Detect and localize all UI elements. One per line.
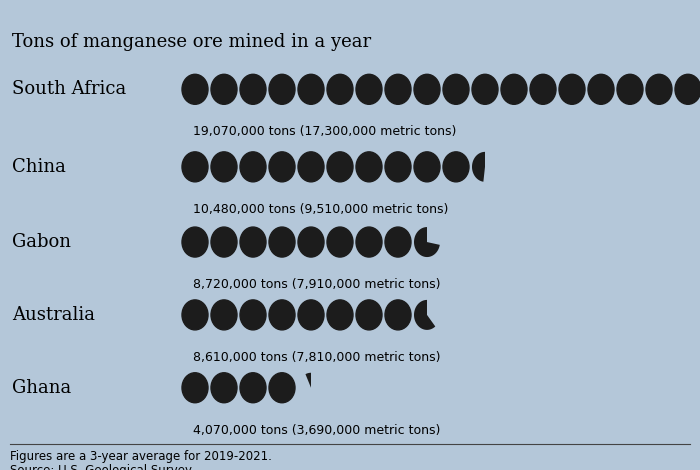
Ellipse shape	[356, 300, 382, 330]
Ellipse shape	[240, 152, 266, 182]
Ellipse shape	[298, 74, 324, 104]
Ellipse shape	[211, 373, 237, 403]
Ellipse shape	[327, 152, 353, 182]
Ellipse shape	[327, 300, 353, 330]
Ellipse shape	[240, 300, 266, 330]
Ellipse shape	[385, 300, 411, 330]
Ellipse shape	[443, 152, 469, 182]
Polygon shape	[305, 373, 311, 388]
Ellipse shape	[211, 152, 237, 182]
Text: Tons of manganese ore mined in a year: Tons of manganese ore mined in a year	[12, 33, 371, 51]
Ellipse shape	[269, 300, 295, 330]
Ellipse shape	[269, 152, 295, 182]
Ellipse shape	[269, 373, 295, 403]
Ellipse shape	[182, 227, 208, 257]
Ellipse shape	[385, 152, 411, 182]
Text: 19,070,000 tons (17,300,000 metric tons): 19,070,000 tons (17,300,000 metric tons)	[193, 125, 456, 139]
Ellipse shape	[617, 74, 643, 104]
Text: 10,480,000 tons (9,510,000 metric tons): 10,480,000 tons (9,510,000 metric tons)	[193, 203, 449, 216]
Polygon shape	[414, 300, 435, 330]
Ellipse shape	[269, 74, 295, 104]
Ellipse shape	[472, 74, 498, 104]
Ellipse shape	[240, 373, 266, 403]
Ellipse shape	[385, 227, 411, 257]
Text: Source: U.S. Geological Survey.: Source: U.S. Geological Survey.	[10, 464, 194, 470]
Ellipse shape	[501, 74, 527, 104]
Ellipse shape	[298, 152, 324, 182]
Ellipse shape	[182, 74, 208, 104]
Ellipse shape	[530, 74, 556, 104]
Ellipse shape	[327, 74, 353, 104]
Ellipse shape	[414, 152, 440, 182]
Ellipse shape	[356, 74, 382, 104]
Text: 8,610,000 tons (7,810,000 metric tons): 8,610,000 tons (7,810,000 metric tons)	[193, 351, 440, 364]
Ellipse shape	[269, 227, 295, 257]
Ellipse shape	[211, 227, 237, 257]
Ellipse shape	[298, 227, 324, 257]
Ellipse shape	[559, 74, 585, 104]
Ellipse shape	[646, 74, 672, 104]
Ellipse shape	[182, 152, 208, 182]
Ellipse shape	[182, 300, 208, 330]
Ellipse shape	[588, 74, 614, 104]
Text: Ghana: Ghana	[12, 379, 71, 397]
Polygon shape	[414, 227, 440, 257]
Ellipse shape	[356, 227, 382, 257]
Ellipse shape	[182, 373, 208, 403]
Ellipse shape	[327, 227, 353, 257]
Text: Gabon: Gabon	[12, 233, 71, 251]
Ellipse shape	[211, 74, 237, 104]
Ellipse shape	[298, 300, 324, 330]
Ellipse shape	[240, 227, 266, 257]
Ellipse shape	[414, 74, 440, 104]
Ellipse shape	[385, 74, 411, 104]
Polygon shape	[472, 152, 485, 182]
Ellipse shape	[211, 300, 237, 330]
Text: Figures are a 3-year average for 2019-2021.: Figures are a 3-year average for 2019-20…	[10, 450, 272, 463]
Ellipse shape	[675, 74, 700, 104]
Ellipse shape	[443, 74, 469, 104]
Text: China: China	[12, 158, 66, 176]
Text: South Africa: South Africa	[12, 80, 126, 98]
Ellipse shape	[240, 74, 266, 104]
Text: 8,720,000 tons (7,910,000 metric tons): 8,720,000 tons (7,910,000 metric tons)	[193, 278, 440, 291]
Text: 4,070,000 tons (3,690,000 metric tons): 4,070,000 tons (3,690,000 metric tons)	[193, 424, 440, 437]
Ellipse shape	[356, 152, 382, 182]
Text: Australia: Australia	[12, 306, 95, 324]
